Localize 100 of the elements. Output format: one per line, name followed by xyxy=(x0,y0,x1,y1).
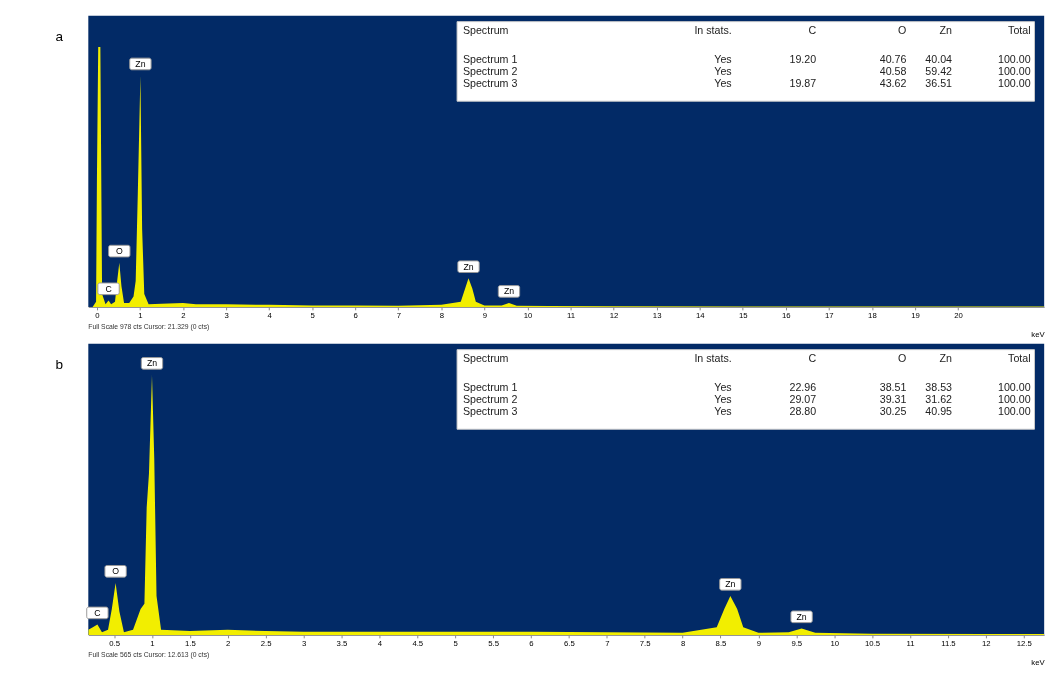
text: Total xyxy=(1008,352,1031,365)
annotation: 100.00 xyxy=(998,53,1031,66)
x-tick-label: 12 xyxy=(981,639,991,649)
annotation: 36.51 xyxy=(925,76,953,89)
x-tick-label: 6 xyxy=(353,311,358,321)
x-axis-title: keV xyxy=(1031,329,1046,339)
annotation: Spectrum 1 xyxy=(462,381,518,394)
annotation: 19.87 xyxy=(789,76,817,89)
annotation: Spectrum 2 xyxy=(462,65,518,78)
x-tick-label: 1.5 xyxy=(184,639,196,649)
annotation: Zn xyxy=(146,358,158,369)
x-tick-label: 9 xyxy=(482,311,488,321)
annotation: 59.42 xyxy=(925,65,953,78)
x-tick-label: 11 xyxy=(567,311,576,321)
annotation: 38.53 xyxy=(925,381,953,394)
text: Spectrum xyxy=(462,24,509,37)
x-tick-label: 17 xyxy=(825,311,834,321)
annotation: 100.00 xyxy=(998,76,1031,89)
text: Zn xyxy=(939,352,953,365)
annotation: Spectrum 3 xyxy=(462,404,518,417)
x-tick-label: 14 xyxy=(695,311,706,321)
annotation: Yes xyxy=(714,381,732,394)
annotation: 28.80 xyxy=(789,404,817,417)
x-tick-label: 6 xyxy=(529,639,534,649)
x-tick-label: 19 xyxy=(911,311,920,321)
annotation: 100.00 xyxy=(998,393,1031,406)
x-tick-label: 2 xyxy=(181,311,186,321)
annotation: Spectrum 1 xyxy=(462,53,518,66)
x-tick-label: 1 xyxy=(138,311,143,321)
text: Spectrum xyxy=(462,352,509,365)
text: Zn xyxy=(939,24,953,37)
x-tick-label: 3.5 xyxy=(336,639,348,649)
x-tick-label: 10.5 xyxy=(865,639,881,649)
annotation: 19.20 xyxy=(789,53,817,66)
text: C xyxy=(808,24,817,37)
x-tick-label: 0 xyxy=(95,311,100,321)
x-axis-title: keV xyxy=(1031,657,1046,667)
annotation: 39.31 xyxy=(879,393,907,406)
annotation: Zn xyxy=(503,286,515,297)
text: In stats. xyxy=(694,24,732,37)
x-tick-label: 2 xyxy=(226,639,231,649)
annotation: Zn xyxy=(725,579,736,590)
annotation: 29.07 xyxy=(789,393,817,406)
annotation: C xyxy=(94,607,101,618)
x-tick-label: 0.5 xyxy=(109,639,120,649)
x-tick-label: 11.5 xyxy=(941,639,956,649)
x-tick-label: 7 xyxy=(605,639,610,649)
x-tick-label: 8 xyxy=(680,639,686,649)
annotation: Zn xyxy=(463,261,474,272)
annotation: Yes xyxy=(714,76,732,89)
annotation: Yes xyxy=(714,404,732,417)
x-tick-label: 7 xyxy=(396,311,401,321)
x-tick-label: 8 xyxy=(439,311,445,321)
chart-title: b xyxy=(55,357,63,373)
annotation: Yes xyxy=(714,393,732,406)
x-tick-label: 18 xyxy=(868,311,877,321)
x-tick-label: 9.5 xyxy=(791,639,803,649)
x-tick-label: 2.5 xyxy=(260,639,272,649)
text: Total xyxy=(1008,24,1031,37)
annotation: 40.95 xyxy=(925,404,953,417)
annotation: Spectrum 3 xyxy=(462,76,518,89)
annotation: 100.00 xyxy=(998,381,1031,394)
annotation: C xyxy=(105,283,112,294)
annotation: 40.76 xyxy=(879,53,907,66)
x-tick-label: 5 xyxy=(310,311,315,321)
annotation: 100.00 xyxy=(998,404,1031,417)
x-tick-label: 10 xyxy=(523,311,533,321)
text: C xyxy=(808,352,817,365)
x-tick-label: 8.5 xyxy=(715,639,727,649)
text: In stats. xyxy=(694,352,732,365)
x-tick-label: 3 xyxy=(224,311,229,321)
x-tick-label: 1 xyxy=(150,639,155,649)
annotation: Zn xyxy=(796,611,807,622)
x-tick-label: 12.5 xyxy=(1016,639,1032,649)
annotation: 40.58 xyxy=(879,65,907,78)
x-tick-label: 12 xyxy=(609,311,619,321)
annotation: Zn xyxy=(135,58,146,69)
annotation: 38.51 xyxy=(879,381,907,394)
annotation: Yes xyxy=(714,53,732,66)
chart-title: a xyxy=(55,29,64,45)
x-tick-label: 13 xyxy=(652,311,662,321)
annotation: Spectrum 2 xyxy=(462,393,518,406)
x-tick-label: 4 xyxy=(377,639,383,649)
annotation: 22.96 xyxy=(789,381,817,394)
text: O xyxy=(898,352,907,365)
annotation: 30.25 xyxy=(879,404,907,417)
annotation: 43.62 xyxy=(879,76,907,89)
x-tick-label: 5.5 xyxy=(488,639,499,649)
annotation: Yes xyxy=(714,65,732,78)
x-tick-label: 16 xyxy=(782,311,791,321)
x-tick-label: 9 xyxy=(756,639,762,649)
x-tick-label: 20 xyxy=(954,311,963,321)
annotation: 31.62 xyxy=(925,393,953,406)
x-tick-label: 3 xyxy=(301,639,307,649)
annotation: 100.00 xyxy=(998,65,1031,78)
text: O xyxy=(898,24,907,37)
x-tick-label: 5 xyxy=(453,639,458,649)
x-tick-label: 6.5 xyxy=(563,639,575,649)
x-tick-label: 7.5 xyxy=(639,639,651,649)
x-tick-label: 4 xyxy=(267,311,273,321)
